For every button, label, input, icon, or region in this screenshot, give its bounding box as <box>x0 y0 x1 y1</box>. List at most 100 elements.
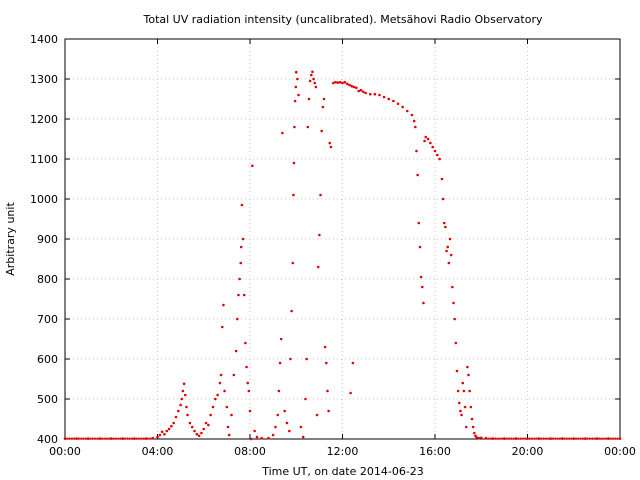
data-point <box>311 70 314 74</box>
data-point <box>271 433 275 437</box>
data-point <box>142 437 145 440</box>
data-point <box>445 249 448 253</box>
data-point <box>420 285 424 289</box>
data-point <box>551 437 555 440</box>
data-point <box>574 437 578 440</box>
data-point <box>121 437 124 440</box>
data-point <box>255 435 259 439</box>
data-point <box>209 413 212 417</box>
data-point <box>479 436 483 440</box>
data-point <box>469 405 473 409</box>
data-point <box>267 436 270 440</box>
y-axis-label: Arbitrary unit <box>4 202 17 276</box>
data-point <box>179 403 182 407</box>
data-point <box>609 437 612 440</box>
data-point <box>100 437 104 440</box>
data-point <box>219 373 223 377</box>
data-point <box>98 437 101 440</box>
data-point <box>467 373 470 377</box>
data-point <box>416 173 419 177</box>
data-point <box>315 413 319 417</box>
data-point <box>349 391 352 395</box>
data-point <box>524 437 527 440</box>
data-point <box>444 225 447 229</box>
x-tick-label: 20:00 <box>512 445 544 458</box>
data-point <box>242 293 246 297</box>
data-point <box>452 301 455 305</box>
data-point <box>417 221 421 225</box>
data-point <box>245 365 248 369</box>
data-point <box>314 85 318 89</box>
data-point <box>93 437 97 440</box>
data-point <box>294 85 298 89</box>
data-point <box>410 113 414 117</box>
data-point <box>239 261 243 265</box>
data-point <box>107 437 111 440</box>
data-point <box>237 293 240 297</box>
y-tick-label: 400 <box>37 433 58 446</box>
y-tick-label: 1300 <box>30 73 58 86</box>
data-point <box>202 427 206 431</box>
data-point <box>507 437 511 440</box>
data-point <box>547 437 550 440</box>
data-point <box>549 437 552 440</box>
data-point <box>396 102 400 106</box>
data-point <box>489 437 492 440</box>
data-point <box>614 437 617 440</box>
data-point <box>297 93 300 97</box>
data-point <box>285 421 289 425</box>
data-point <box>167 427 171 431</box>
data-point <box>170 424 173 428</box>
y-tick-label: 1400 <box>30 33 58 46</box>
data-point <box>128 437 131 440</box>
data-point <box>147 437 150 440</box>
data-point <box>577 437 580 440</box>
data-point <box>611 437 615 440</box>
data-point <box>306 125 310 129</box>
data-point <box>321 105 325 109</box>
data-point <box>281 131 284 135</box>
data-point <box>470 417 474 421</box>
data-point <box>531 437 534 440</box>
data-point <box>293 125 296 129</box>
data-point <box>618 437 622 440</box>
data-point <box>319 193 322 197</box>
data-point <box>563 437 566 440</box>
data-point <box>595 437 598 440</box>
data-point <box>249 437 253 441</box>
data-point <box>318 233 321 237</box>
data-point <box>248 409 252 413</box>
data-point <box>581 437 585 440</box>
data-point <box>163 432 166 436</box>
data-point <box>505 437 508 440</box>
data-point <box>528 437 531 440</box>
data-point <box>382 95 386 99</box>
data-point <box>423 139 426 143</box>
data-point <box>283 409 286 413</box>
data-point <box>503 437 506 440</box>
data-point <box>144 437 148 440</box>
data-point <box>456 389 460 393</box>
data-point <box>234 349 238 353</box>
data-point <box>362 90 365 94</box>
data-point <box>602 437 605 440</box>
data-point <box>556 437 559 440</box>
data-point <box>510 437 513 440</box>
data-point <box>290 309 293 313</box>
y-tick-label: 800 <box>37 273 58 286</box>
data-point <box>223 389 226 393</box>
data-point <box>182 382 186 386</box>
data-point <box>351 361 355 365</box>
data-point <box>177 409 180 413</box>
y-tick-label: 1200 <box>30 113 58 126</box>
data-point <box>533 437 536 440</box>
data-point <box>274 425 277 429</box>
data-point <box>172 421 175 425</box>
data-point <box>312 77 315 81</box>
data-point <box>247 389 251 393</box>
y-tick-label: 700 <box>37 313 58 326</box>
data-point <box>126 437 129 440</box>
data-point <box>239 245 243 249</box>
